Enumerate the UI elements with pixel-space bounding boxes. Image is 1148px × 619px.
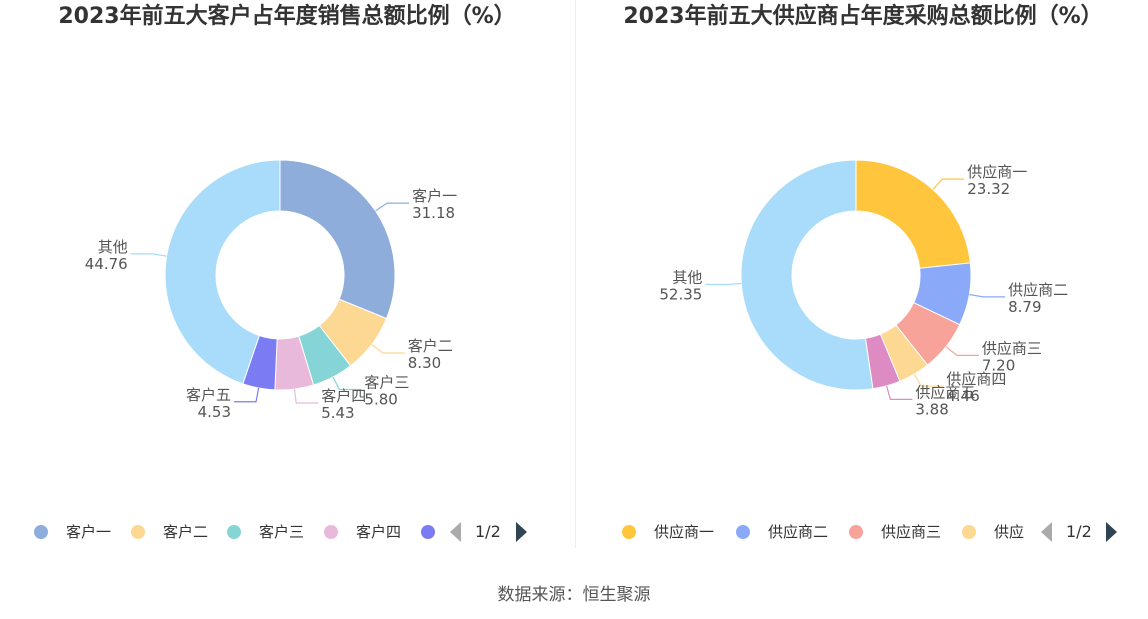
- legend-page-indicator: 1/2: [1066, 522, 1092, 541]
- slice-label-name: 供应商四: [946, 370, 1006, 388]
- leader-line-供应商四: [913, 373, 944, 387]
- slice-label-value: 5.80: [364, 390, 397, 408]
- legend-item-supplier-4[interactable]: 供应: [962, 517, 1028, 547]
- legend-label: 客户一: [66, 523, 112, 541]
- legend-marker: [34, 525, 48, 539]
- chart-title: 2023年前五大供应商占年度采购总额比例（%）: [623, 4, 1103, 29]
- customer-legend: 客户一 客户二 客户三 客户四 1/2: [0, 517, 574, 547]
- slice-label-value: 3.88: [915, 400, 948, 418]
- legend-item-supplier-2[interactable]: 供应商二: [736, 517, 846, 547]
- supplier-chart-panel: 2023年前五大供应商占年度采购总额比例（%） 供应商一 23.32 供应商二 8.7…: [576, 0, 1148, 560]
- legend-label: 客户三: [259, 523, 305, 541]
- legend-marker: [324, 525, 338, 539]
- legend-item-supplier-3[interactable]: 供应商三: [849, 517, 959, 547]
- slice-label-name: 客户五: [186, 386, 231, 404]
- slice-label-value: 4.53: [198, 403, 231, 421]
- slice-label-value: 44.76: [85, 255, 128, 273]
- slice-label-value: 4.46: [946, 387, 979, 405]
- slice-label-value: 7.20: [982, 356, 1015, 374]
- leader-line-其他: [705, 282, 742, 286]
- donut-slice-其他[interactable]: [164, 159, 281, 385]
- data-source-note: 数据来源：恒生聚源: [497, 585, 651, 605]
- legend-label: 客户二: [163, 523, 209, 541]
- legend-marker: [131, 525, 145, 539]
- legend-next-page-icon[interactable]: [1106, 522, 1117, 542]
- slice-label-value: 31.18: [412, 204, 455, 222]
- leader-line-客户二: [371, 344, 405, 354]
- legend-marker: [421, 525, 435, 539]
- legend-item-customer-1[interactable]: 客户一: [34, 517, 129, 547]
- legend-item-customer-2[interactable]: 客户二: [131, 517, 226, 547]
- slice-label-value: 52.35: [659, 286, 702, 304]
- legend-marker: [849, 525, 863, 539]
- legend-marker: [622, 525, 636, 539]
- donut-slice-客户一[interactable]: [279, 159, 396, 320]
- leader-line-客户四: [293, 389, 319, 404]
- legend-item-customer-5[interactable]: [421, 517, 437, 547]
- legend-marker: [736, 525, 750, 539]
- legend-item-customer-3[interactable]: 客户三: [227, 517, 322, 547]
- legend-label: 供应商一: [654, 523, 715, 541]
- slice-label-name: 其他: [98, 238, 128, 256]
- legend-label: 供应: [994, 523, 1025, 541]
- slice-label-value: 8.30: [408, 354, 441, 372]
- legend-prev-page-icon[interactable]: [1041, 522, 1052, 542]
- leader-line-供应商一: [932, 178, 965, 190]
- legend-marker: [227, 525, 241, 539]
- legend-item-customer-4[interactable]: 客户四: [324, 517, 419, 547]
- slice-label-name: 供应商三: [982, 339, 1042, 357]
- legend-prev-page-icon[interactable]: [450, 522, 461, 542]
- panel-divider: [575, 0, 576, 548]
- leader-line-客户一: [375, 202, 410, 212]
- slice-label-name: 客户三: [364, 373, 409, 391]
- legend-marker: [962, 525, 976, 539]
- slice-label-value: 5.43: [321, 404, 354, 422]
- slice-label-name: 客户二: [408, 337, 453, 355]
- legend-page-indicator: 1/2: [475, 522, 501, 541]
- slice-label-name: 其他: [672, 269, 702, 287]
- leader-line-供应商三: [945, 346, 979, 357]
- slice-label-name: 供应商一: [967, 163, 1027, 181]
- leader-line-供应商五: [886, 385, 913, 400]
- legend-next-page-icon[interactable]: [516, 522, 527, 542]
- slice-label-name: 供应商五: [915, 383, 975, 401]
- leader-line-客户五: [234, 387, 260, 403]
- customer-chart-panel: 2023年前五大客户占年度销售总额比例（%） 客户一 31.18 客户二 8.30 客户…: [0, 0, 574, 560]
- leader-line-其他: [130, 253, 167, 257]
- slice-label-value: 8.79: [1008, 298, 1041, 316]
- donut-slice-其他[interactable]: [740, 159, 874, 391]
- supplier-legend: 供应商一 供应商二 供应商三 供应 1/2: [576, 517, 1148, 547]
- slice-label-value: 23.32: [967, 180, 1010, 198]
- legend-label: 客户四: [356, 523, 402, 541]
- chart-title: 2023年前五大客户占年度销售总额比例（%）: [58, 4, 516, 29]
- leader-line-供应商二: [969, 293, 1006, 298]
- legend-label: 供应商二: [768, 523, 829, 541]
- slice-label-name: 供应商二: [1008, 281, 1068, 299]
- donut-slice-供应商一[interactable]: [855, 159, 971, 269]
- slice-label-name: 客户四: [321, 387, 366, 405]
- slice-label-name: 客户一: [412, 187, 457, 205]
- legend-label: 供应商三: [881, 523, 942, 541]
- leader-line-客户三: [332, 376, 362, 391]
- legend-item-supplier-1[interactable]: 供应商一: [622, 517, 732, 547]
